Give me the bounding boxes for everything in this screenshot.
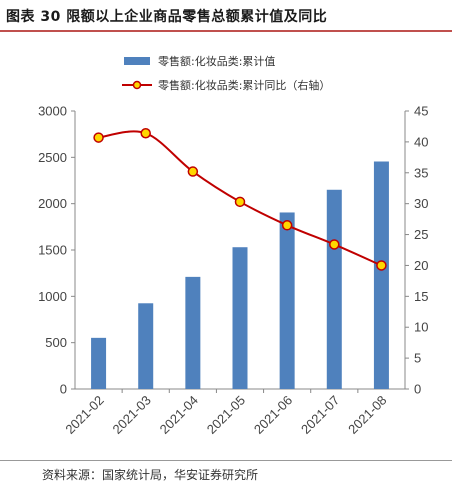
y-left-tick-label: 1500 (38, 243, 67, 258)
x-tick-label: 2021-04 (157, 393, 201, 437)
yoy-point (93, 132, 104, 143)
x-tick-label: 2021-06 (251, 393, 295, 437)
y-left-tick-label: 2500 (38, 150, 67, 165)
bar (185, 276, 201, 389)
legend-bar-label: 零售额:化妆品类:累计值 (158, 54, 275, 68)
bar (138, 303, 154, 389)
yoy-point (376, 260, 387, 271)
y-right-tick-label: 25 (414, 227, 428, 242)
x-tick-label: 2021-07 (298, 393, 342, 437)
x-tick-label: 2021-05 (204, 393, 248, 437)
yoy-point (329, 239, 340, 250)
y-left-tick-label: 1000 (38, 289, 67, 304)
x-tick-label: 2021-08 (345, 393, 389, 437)
bar (326, 189, 342, 389)
source-note: 资料来源：国家统计局，华安证券研究所 (42, 468, 259, 482)
legend-line-label: 零售额:化妆品类:累计同比（右轴） (158, 78, 330, 92)
y-left-tick-label: 3000 (38, 104, 67, 119)
bar (279, 212, 295, 389)
plot-area: 0 500 1000 1500 2000 2500 3000 0 5 10 15 20 25 30 35 40… (38, 104, 428, 437)
y-right-tick-label: 10 (414, 320, 428, 335)
legend-line-marker (132, 80, 142, 90)
title-rule (0, 30, 452, 32)
figure-title: 图表 30 限额以上企业商品零售总额累计值及同比 (6, 9, 328, 25)
yoy-point (140, 127, 151, 139)
bar (373, 161, 389, 389)
x-tick-label: 2021-02 (62, 393, 106, 437)
bar (232, 247, 248, 389)
legend-bar-swatch (124, 57, 150, 65)
y-right-tick-label: 40 (414, 134, 428, 149)
y-right-tick-label: 30 (414, 196, 428, 211)
y-right-tick-label: 0 (414, 382, 421, 397)
yoy-point (234, 196, 246, 208)
y-right-tick-label: 35 (414, 165, 428, 180)
y-left-tick-label: 0 (60, 382, 67, 397)
legend: 零售额:化妆品类:累计值 零售额:化妆品类:累计同比（右轴） (122, 54, 330, 92)
bar (91, 337, 107, 389)
yoy-point (187, 166, 199, 177)
y-right-tick-label: 20 (414, 258, 428, 273)
x-tick-label: 2021-03 (109, 393, 153, 437)
yoy-point (281, 220, 293, 231)
y-left-tick-label: 500 (45, 335, 67, 350)
y-right-tick-label: 45 (414, 104, 428, 119)
footer-rule (0, 460, 452, 461)
y-right-tick-label: 15 (414, 289, 428, 304)
chart: 零售额:化妆品类:累计值 零售额:化妆品类:累计同比（右轴） 0 500 1000 1… (38, 54, 428, 437)
y-left-tick-label: 2000 (38, 196, 67, 211)
y-right-tick-label: 5 (414, 351, 421, 366)
